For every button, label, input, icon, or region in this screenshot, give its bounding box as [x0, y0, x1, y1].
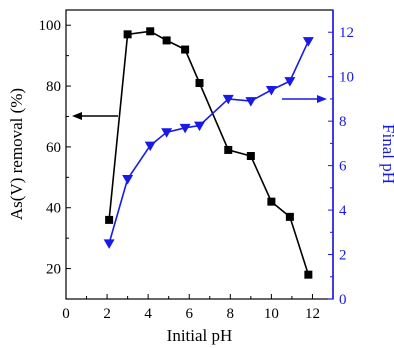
x-axis-title: Initial pH	[167, 326, 233, 345]
x-tick-label-2: 4	[144, 306, 152, 322]
series-1-point-4	[179, 123, 191, 134]
series-1-point-3	[161, 128, 173, 138]
series-0-point-4	[181, 45, 190, 54]
series-0-line	[108, 30, 310, 275]
series-1-point-0	[103, 239, 115, 249]
series-0-point-3	[162, 36, 171, 45]
series-0-point-8	[267, 197, 276, 206]
annotation-arrow-1-head	[317, 95, 327, 103]
x-tick-label-0: 0	[62, 306, 70, 322]
y-axis-left-title: As(V) removal (%)	[7, 88, 26, 220]
y-left-tick-label-4: 100	[39, 18, 62, 34]
ticks-layer: 0 2 4 6 8 10 12 20 40 60 80 100 0 2 4 6 8 10 12	[39, 10, 354, 322]
y-right-tick-label-0: 0	[339, 292, 347, 308]
series-1-point-9	[284, 77, 296, 87]
series-1-point-2	[144, 141, 156, 152]
series-0-point-9	[285, 212, 294, 221]
y-left-tick-label-3: 80	[46, 79, 61, 95]
series-1-point-7	[245, 97, 257, 107]
y-left-tick-label-0: 20	[46, 262, 61, 278]
series-1-point-1	[122, 174, 134, 185]
x-tick-label-1: 2	[103, 306, 111, 322]
y-right-tick-label-6: 12	[339, 25, 354, 41]
x-tick-label-6: 12	[305, 306, 320, 322]
series-0-point-10	[304, 270, 313, 279]
x-tick-label-5: 10	[264, 306, 279, 322]
y-left-tick-label-1: 40	[46, 201, 61, 217]
series-1-point-5	[194, 121, 205, 132]
y-left-tick-label-2: 60	[46, 140, 61, 156]
y-axis-right-title: Final pH	[379, 124, 394, 184]
annotation-layer	[72, 95, 327, 120]
series-0-point-5	[195, 79, 204, 88]
series-0-point-0	[105, 215, 114, 224]
x-tick-label-3: 6	[185, 306, 193, 322]
series-1-point-8	[265, 86, 277, 96]
series-0-point-6	[224, 145, 233, 154]
series-layer	[103, 27, 314, 279]
y-right-tick-label-5: 10	[339, 70, 354, 86]
series-0-point-1	[123, 30, 132, 39]
series-1-point-6	[222, 94, 234, 105]
y-right-tick-label-1: 2	[339, 248, 347, 264]
annotation-arrow-0-head	[72, 112, 82, 120]
x-tick-label-4: 8	[227, 306, 235, 322]
y-right-tick-label-3: 6	[339, 159, 347, 175]
series-1-point-10	[302, 37, 314, 47]
series-0-point-2	[146, 27, 155, 36]
series-0-point-7	[246, 152, 255, 161]
series-1-line	[108, 40, 310, 244]
y-right-tick-label-4: 8	[339, 114, 347, 130]
plot-frame	[65, 9, 334, 300]
y-right-tick-label-2: 4	[339, 203, 347, 219]
